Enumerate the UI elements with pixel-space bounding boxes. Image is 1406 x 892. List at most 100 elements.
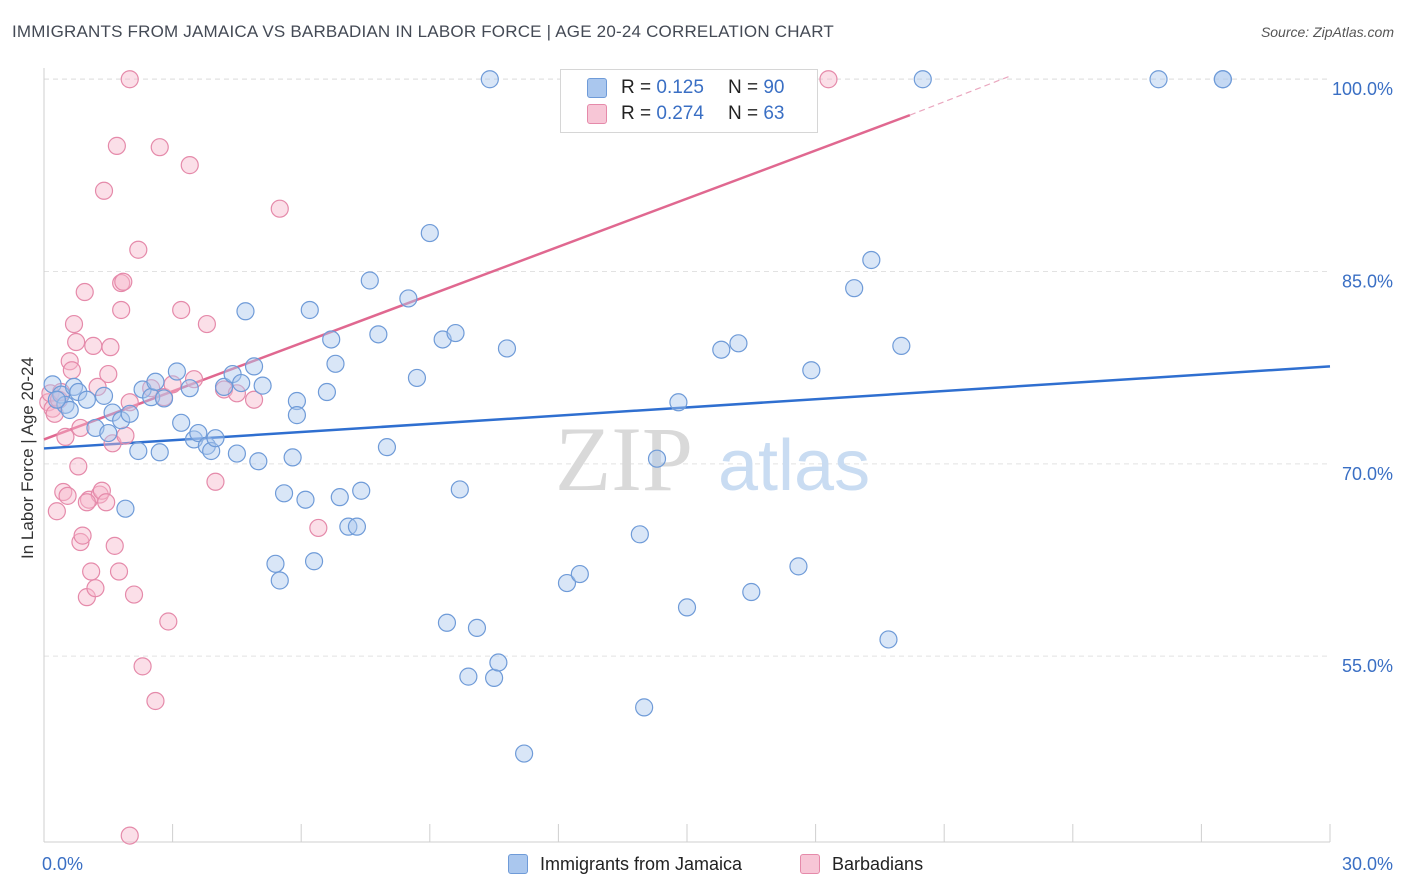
barbadians-point-58 bbox=[120, 70, 139, 89]
x-tick-labels: 0.0% 30.0% bbox=[42, 854, 1393, 874]
barbadians-point-12 bbox=[64, 314, 84, 334]
source-label: Source: ZipAtlas.com bbox=[1260, 24, 1394, 40]
barbadians-point-18 bbox=[75, 282, 94, 302]
barbadians-point-61 bbox=[819, 70, 838, 89]
jamaica-point-55 bbox=[399, 289, 418, 308]
y-tick-label-3: 100.0% bbox=[1332, 79, 1393, 99]
jamaica-point-3 bbox=[60, 400, 79, 420]
barbadians-point-45 bbox=[150, 138, 169, 157]
jamaica-point-42 bbox=[296, 490, 315, 509]
y-tick-label-1: 70.0% bbox=[1342, 464, 1393, 484]
y-tick-label-0: 55.0% bbox=[1342, 656, 1393, 676]
chart-title: IMMIGRANTS FROM JAMAICA VS BARBADIAN IN … bbox=[12, 22, 834, 41]
jamaica-point-80 bbox=[802, 361, 821, 380]
legend-row-barbadians: R = 0.274 N = 63 bbox=[587, 102, 784, 126]
jamaica-point-64 bbox=[480, 70, 499, 89]
barbadians-point-11 bbox=[62, 361, 81, 380]
jamaica-point-56 bbox=[407, 368, 427, 388]
jamaica-point-19 bbox=[154, 389, 174, 408]
jamaica-point-74 bbox=[669, 393, 688, 412]
barbadians-point-62 bbox=[77, 493, 96, 512]
watermark: ZIP atlas bbox=[555, 408, 870, 510]
jamaica-point-46 bbox=[322, 330, 341, 349]
jamaica-point-33 bbox=[244, 357, 264, 376]
barbadians-point-24 bbox=[88, 377, 107, 397]
legend-swatch-barbadians bbox=[587, 104, 607, 124]
legend-r-value: 0.274 bbox=[656, 103, 704, 124]
barbadians-point-34 bbox=[109, 562, 129, 581]
legend-n-value: 90 bbox=[763, 77, 785, 98]
jamaica-point-27 bbox=[206, 429, 225, 448]
barbadians-point-4 bbox=[47, 502, 66, 521]
jamaica-point-53 bbox=[369, 325, 388, 344]
jamaica-point-60 bbox=[446, 323, 465, 343]
barbadians-point-57 bbox=[270, 199, 289, 218]
jamaica-point-68 bbox=[515, 744, 534, 763]
barbadians-point-14 bbox=[69, 457, 88, 476]
jamaica-point-65 bbox=[485, 668, 504, 688]
y-axis-label: In Labor Force | Age 20-24 bbox=[18, 357, 37, 559]
y-tick-labels: 55.0% 70.0% 85.0% 100.0% bbox=[1332, 79, 1393, 676]
barbadians-point-22 bbox=[84, 336, 103, 355]
barbadians-point-30 bbox=[101, 338, 120, 357]
jamaica-point-84 bbox=[892, 336, 911, 355]
barbadians-point-60 bbox=[309, 518, 328, 538]
jamaica-point-85 bbox=[913, 70, 932, 89]
barbadians-point-40 bbox=[124, 585, 144, 604]
jamaica-point-76 bbox=[712, 340, 731, 359]
barbadians-trend-extension bbox=[909, 76, 1009, 116]
barbadians-point-51 bbox=[184, 370, 204, 389]
jamaica-point-30 bbox=[227, 444, 246, 463]
barbadians-point-37 bbox=[114, 272, 133, 291]
jamaica-point-86 bbox=[1149, 70, 1168, 89]
jamaica-point-24 bbox=[189, 423, 208, 443]
jamaica-point-13 bbox=[120, 404, 139, 423]
jamaica-point-12 bbox=[116, 499, 135, 518]
jamaica-point-41 bbox=[287, 406, 307, 425]
jamaica-point-70 bbox=[570, 564, 589, 584]
jamaica-point-6 bbox=[77, 390, 96, 409]
legend: R = 0.125 N = 90 R = 0.274 N = 63 bbox=[560, 69, 818, 133]
bottom-legend-label-jamaica: Immigrants from Jamaica bbox=[540, 853, 743, 874]
jamaica-point-51 bbox=[352, 481, 371, 500]
barbadians-point-26 bbox=[92, 481, 111, 500]
jamaica-point-75 bbox=[677, 598, 697, 617]
jamaica-point-48 bbox=[330, 488, 349, 507]
barbadians-point-47 bbox=[159, 612, 178, 631]
jamaica-point-50 bbox=[347, 517, 367, 536]
jamaica-point-28 bbox=[214, 377, 234, 397]
jamaica-point-61 bbox=[450, 480, 469, 499]
bottom-legend-barbadians: Barbadians bbox=[800, 852, 923, 876]
barbadians-point-56 bbox=[244, 390, 264, 409]
bottom-legend-swatch-barbadians bbox=[800, 854, 820, 874]
jamaica-point-36 bbox=[266, 554, 285, 573]
barbadians-point-52 bbox=[197, 314, 216, 334]
jamaica-point-45 bbox=[317, 382, 337, 402]
jamaica-point-59 bbox=[437, 613, 457, 632]
jamaica-point-14 bbox=[129, 441, 148, 461]
jamaica-point-18 bbox=[150, 443, 169, 462]
jamaica-point-32 bbox=[236, 302, 255, 321]
barbadians-point-33 bbox=[107, 136, 126, 155]
barbadians-point-21 bbox=[82, 562, 101, 581]
legend-r-label: R = bbox=[621, 77, 652, 98]
legend-n-value: 63 bbox=[763, 103, 785, 124]
jamaica-point-72 bbox=[635, 698, 654, 717]
legend-row-jamaica: R = 0.125 N = 90 bbox=[587, 76, 784, 100]
watermark-atlas: atlas bbox=[718, 426, 870, 506]
barbadians-point-9 bbox=[58, 486, 77, 505]
legend-n-label: N = bbox=[727, 103, 759, 124]
jamaica-point-83 bbox=[879, 630, 898, 649]
bottom-legend-swatch-jamaica bbox=[508, 854, 528, 874]
jamaica-point-89 bbox=[47, 390, 66, 409]
jamaica-point-20 bbox=[167, 362, 186, 381]
jamaica-point-62 bbox=[459, 667, 478, 686]
barbadians-point-15 bbox=[71, 418, 90, 438]
barbadians-point-29 bbox=[99, 364, 118, 384]
barbadians-point-27 bbox=[94, 181, 114, 200]
jamaica-point-54 bbox=[377, 438, 397, 457]
jamaica-point-39 bbox=[283, 448, 302, 467]
barbadians-point-50 bbox=[180, 156, 199, 175]
jamaica-point-82 bbox=[862, 250, 881, 270]
